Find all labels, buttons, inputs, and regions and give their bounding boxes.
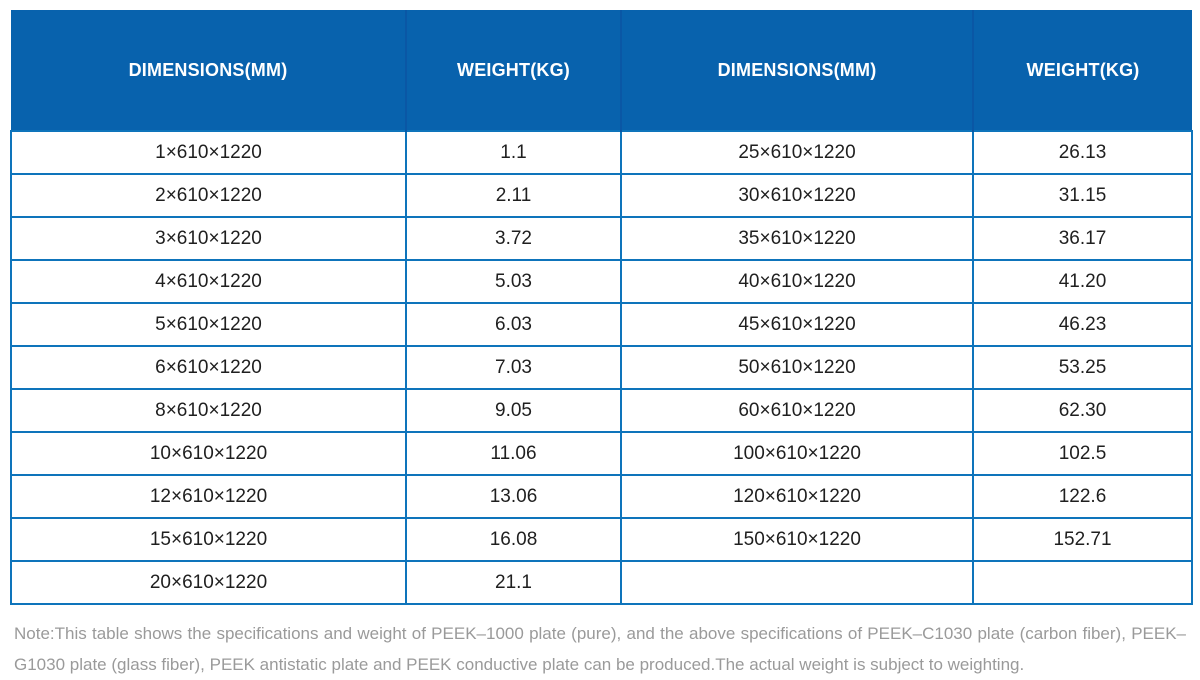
weight-cell: 41.20	[972, 259, 1193, 304]
weight-cell: 16.08	[405, 517, 622, 562]
table-row: 20×610×1220 21.1	[10, 560, 1193, 605]
table-header: DIMENSIONS(MM) WEIGHT(KG) DIMENSIONS(MM)…	[11, 10, 1192, 131]
weight-cell: 5.03	[405, 259, 622, 304]
table-row: 5×610×1220 6.03 45×610×1220 46.23	[10, 302, 1193, 347]
weight-cell: 62.30	[972, 388, 1193, 433]
table-row: 2×610×1220 2.11 30×610×1220 31.15	[10, 173, 1193, 218]
weight-cell: 31.15	[972, 173, 1193, 218]
dimensions-cell: 150×610×1220	[620, 517, 974, 562]
table-row: 1×610×1220 1.1 25×610×1220 26.13	[10, 130, 1193, 175]
dimensions-cell: 1×610×1220	[10, 130, 407, 175]
dimensions-cell: 60×610×1220	[620, 388, 974, 433]
weight-cell: 26.13	[972, 130, 1193, 175]
dimensions-cell: 45×610×1220	[620, 302, 974, 347]
dimensions-cell: 5×610×1220	[10, 302, 407, 347]
dimensions-cell: 6×610×1220	[10, 345, 407, 390]
header-row: DIMENSIONS(MM) WEIGHT(KG) DIMENSIONS(MM)…	[11, 10, 1192, 131]
table-row: 8×610×1220 9.05 60×610×1220 62.30	[10, 388, 1193, 433]
dimensions-cell: 12×610×1220	[10, 474, 407, 519]
dimensions-cell: 8×610×1220	[10, 388, 407, 433]
dimensions-cell: 100×610×1220	[620, 431, 974, 476]
table-body: 1×610×1220 1.1 25×610×1220 26.13 2×610×1220 2…	[10, 130, 1193, 605]
dimensions-cell: 2×610×1220	[10, 173, 407, 218]
dimensions-cell: 3×610×1220	[10, 216, 407, 261]
dimensions-cell: 4×610×1220	[10, 259, 407, 304]
column-header-weight-left: WEIGHT(KG)	[405, 10, 621, 131]
weight-cell: 122.6	[972, 474, 1193, 519]
dimensions-cell: 120×610×1220	[620, 474, 974, 519]
weight-cell: 36.17	[972, 216, 1193, 261]
dimensions-cell: 10×610×1220	[10, 431, 407, 476]
weight-cell: 152.71	[972, 517, 1193, 562]
table-row: 3×610×1220 3.72 35×610×1220 36.17	[10, 216, 1193, 261]
dimensions-cell: 15×610×1220	[10, 517, 407, 562]
table-row: 10×610×1220 11.06 100×610×1220 102.5	[10, 431, 1193, 476]
table-row: 15×610×1220 16.08 150×610×1220 152.71	[10, 517, 1193, 562]
table-row: 6×610×1220 7.03 50×610×1220 53.25	[10, 345, 1193, 390]
dimensions-cell: 20×610×1220	[10, 560, 407, 605]
weight-cell: 102.5	[972, 431, 1193, 476]
weight-cell: 53.25	[972, 345, 1193, 390]
table-row: 4×610×1220 5.03 40×610×1220 41.20	[10, 259, 1193, 304]
table-row: 12×610×1220 13.06 120×610×1220 122.6	[10, 474, 1193, 519]
weight-cell: 1.1	[405, 130, 622, 175]
weight-cell: 7.03	[405, 345, 622, 390]
dimensions-cell	[620, 560, 974, 605]
dimensions-cell: 40×610×1220	[620, 259, 974, 304]
dimensions-cell: 25×610×1220	[620, 130, 974, 175]
weight-cell: 9.05	[405, 388, 622, 433]
weight-cell	[972, 560, 1193, 605]
dimensions-cell: 30×610×1220	[620, 173, 974, 218]
spec-weight-table: DIMENSIONS(MM) WEIGHT(KG) DIMENSIONS(MM)…	[10, 10, 1193, 605]
weight-cell: 6.03	[405, 302, 622, 347]
weight-cell: 3.72	[405, 216, 622, 261]
column-header-dimensions-left: DIMENSIONS(MM)	[11, 10, 406, 131]
weight-cell: 21.1	[405, 560, 622, 605]
weight-cell: 13.06	[405, 474, 622, 519]
note-text: Note:This table shows the specifications…	[14, 624, 1186, 674]
weight-cell: 2.11	[405, 173, 622, 218]
weight-cell: 46.23	[972, 302, 1193, 347]
column-header-weight-right: WEIGHT(KG)	[972, 10, 1192, 131]
weight-cell: 11.06	[405, 431, 622, 476]
dimensions-cell: 50×610×1220	[620, 345, 974, 390]
column-header-dimensions-right: DIMENSIONS(MM)	[620, 10, 973, 131]
dimensions-cell: 35×610×1220	[620, 216, 974, 261]
